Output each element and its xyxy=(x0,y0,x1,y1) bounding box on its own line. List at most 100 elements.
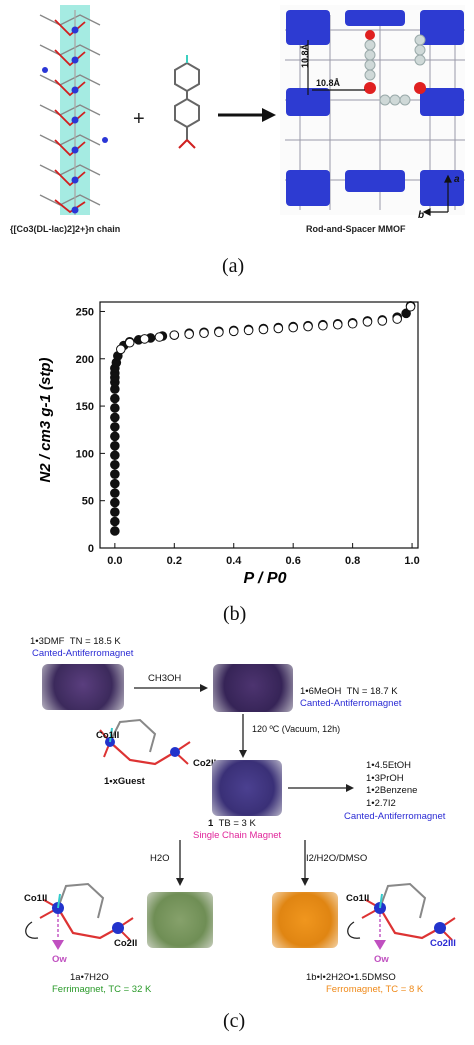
structure-xguest xyxy=(99,718,191,766)
plus-sign: + xyxy=(133,108,145,130)
y-tick-label: 150 xyxy=(76,401,94,413)
right-co2-label: Co2III xyxy=(430,938,456,949)
x-tick-label: 0.6 xyxy=(286,555,301,567)
c2-name: 1•6MeOH TN = 18.7 K xyxy=(300,686,398,697)
dim-label-2: 10.8Å xyxy=(316,78,341,88)
chain-co-atoms xyxy=(42,26,108,214)
arrow-ch3oh xyxy=(134,684,208,692)
c2-powder-photo xyxy=(213,664,293,712)
c1-powder-photo xyxy=(42,664,124,710)
y-tick-label: 100 xyxy=(76,448,94,460)
desorption-point xyxy=(228,326,239,337)
mmof-co-rods xyxy=(286,10,464,206)
co2-label: Co2II xyxy=(193,758,217,769)
c3-name-line: 1 TB = 3 K xyxy=(208,818,256,829)
desorption-point xyxy=(362,317,373,327)
desorption-point xyxy=(347,318,358,329)
guest-item-2: 1•3PrOH xyxy=(366,772,404,784)
arrow-guests xyxy=(288,784,354,792)
dim-label-1: 10.8Å xyxy=(300,43,310,68)
desorption-point xyxy=(154,332,165,342)
dim-markers xyxy=(307,40,365,95)
y-tick-label: 200 xyxy=(76,354,94,366)
axis-a-label: a xyxy=(454,174,460,185)
desorption-point xyxy=(258,324,269,335)
x-tick-label: 1.0 xyxy=(404,555,419,567)
left-co1-label: Co1II xyxy=(24,893,48,904)
desorption-point xyxy=(243,325,254,336)
arrow-dmso-label: I2/H2O/DMSO xyxy=(306,853,368,864)
desorption-point xyxy=(214,327,224,338)
left-co2-label: Co2II xyxy=(114,938,138,949)
structure-1b xyxy=(347,882,456,950)
desorption-point xyxy=(199,328,209,339)
adsorption-point xyxy=(110,507,120,517)
c1-type: Canted-Antiferromagnet xyxy=(32,648,134,659)
desorption-point xyxy=(332,319,343,330)
desorption-point xyxy=(288,322,298,333)
panel-a-graphic: + xyxy=(10,5,465,234)
arrow-vacuum xyxy=(239,714,247,758)
guest-item-3: 1•2Benzene xyxy=(366,785,418,796)
guest-label: 1•xGuest xyxy=(104,776,145,787)
guest-item-4: 1•2.7I2 xyxy=(366,797,396,809)
left-type: Ferrimagnet, TC = 32 K xyxy=(52,984,152,995)
right-type: Ferromagnet, TC = 8 K xyxy=(326,984,424,995)
adsorption-point xyxy=(110,478,120,489)
chain-red-bonds xyxy=(54,19,86,214)
arrow-h2o-label: H2O xyxy=(150,853,170,864)
adsorption-point xyxy=(110,526,120,536)
x-tick-label: 0.0 xyxy=(107,555,122,567)
desorption-point xyxy=(377,316,388,326)
isotherm-chart: 0.0 0.2 0.4 0.6 0.8 1.0 0 50 100 150 200 250 P / P0… xyxy=(37,300,420,587)
desorption-point xyxy=(124,337,135,348)
x-tick-label: 0.8 xyxy=(345,555,360,567)
y-axis-label: N2 / cm3 g-1 (stp) xyxy=(37,357,54,482)
arrows-branch xyxy=(176,840,309,886)
panel-b-letter: (b) xyxy=(223,603,247,625)
chart-ticks: 0.0 0.2 0.4 0.6 0.8 1.0 0 50 100 150 200 250 xyxy=(76,306,420,567)
adsorption-point xyxy=(110,516,120,527)
c1-name: 1•3DMF TN = 18.5 K xyxy=(30,636,121,647)
chart-points xyxy=(110,300,416,536)
c2-type: Canted-Antiferromagnet xyxy=(300,698,402,709)
spacer-molecule xyxy=(174,55,200,140)
plot-frame xyxy=(99,301,419,549)
y-tick-label: 0 xyxy=(88,543,94,555)
adsorption-point xyxy=(110,431,120,442)
chain-label: {[Co3(DL-lac)2]2+}n chain xyxy=(10,224,120,234)
chart-frame xyxy=(99,301,419,549)
carboxylate xyxy=(178,139,196,149)
guest-item-1: 1•4.5EtOH xyxy=(366,760,412,771)
structure-1a xyxy=(25,882,134,950)
guest-list: 1•4.5EtOH 1•3PrOH 1•2Benzene 1•2.7I2 xyxy=(366,760,417,810)
right-co1-label: Co1II xyxy=(346,893,370,904)
arrow-a xyxy=(218,108,276,122)
desorption-point xyxy=(318,320,328,331)
adsorption-point xyxy=(110,403,120,413)
adsorption-point xyxy=(110,497,120,508)
desorption-point xyxy=(303,321,313,332)
adsorption-point xyxy=(110,393,120,404)
list-type: Canted-Antiferromagnet xyxy=(344,811,446,822)
desorption-point xyxy=(169,330,180,340)
desorption-point xyxy=(139,334,150,344)
adsorption-point xyxy=(110,441,120,451)
c4-powder-photo xyxy=(147,892,213,948)
x-tick-label: 0.2 xyxy=(167,555,182,567)
adsorption-point xyxy=(110,469,120,479)
adsorption-point xyxy=(110,412,120,423)
left-ow-label: Ow xyxy=(52,954,67,965)
c5-powder-photo xyxy=(272,892,338,948)
mmof-label: Rod-and-Spacer MMOF xyxy=(306,224,406,234)
adsorption-point xyxy=(110,450,120,461)
x-tick-label: 0.4 xyxy=(226,555,242,567)
right-name: 1b•I•2H2O•1.5DMSO xyxy=(306,972,396,983)
adsorption-point xyxy=(110,459,120,470)
axes-glyph xyxy=(422,174,452,216)
arrow1-label: CH3OH xyxy=(148,673,182,684)
x-axis-label: P / P0 xyxy=(244,570,287,587)
desorption-point xyxy=(392,314,402,324)
adsorption-point xyxy=(110,488,120,498)
axis-b-label: b xyxy=(418,210,424,221)
